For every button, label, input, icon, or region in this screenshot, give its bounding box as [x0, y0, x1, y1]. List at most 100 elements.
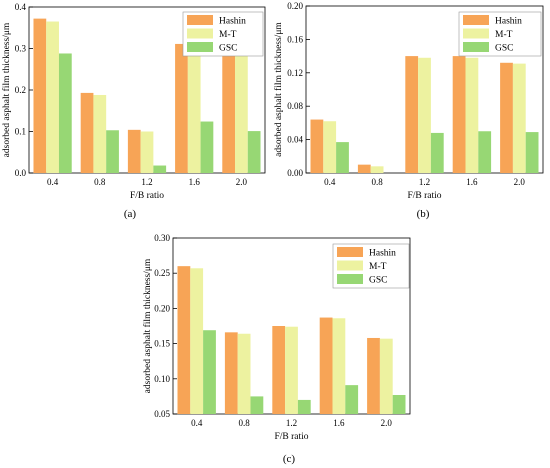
y-tick-label: 0.0	[15, 168, 27, 178]
legend-swatch-m-t	[187, 28, 213, 39]
bar-m-t-0-4	[323, 121, 337, 173]
bar-gsc-1-6	[478, 131, 492, 173]
bar-hashin-2-0	[500, 62, 513, 173]
x-tick-label: 2.0	[381, 418, 393, 428]
bar-gsc-1-6	[200, 121, 214, 173]
bar-m-t-0-8	[93, 94, 107, 173]
y-tick-label: 0.20	[154, 303, 170, 313]
bar-m-t-0-4	[46, 21, 59, 174]
x-axis-title: F/B ratio	[274, 432, 308, 442]
bar-hashin-0-4	[33, 18, 47, 174]
x-axis-title: F/B ratio	[130, 191, 164, 201]
bar-m-t-0-8	[370, 166, 384, 173]
y-tick-label: 0.04	[287, 135, 303, 145]
x-tick-label: 1.2	[141, 177, 152, 187]
y-tick-label: 0.25	[154, 268, 170, 278]
y-tick-label: 0.12	[287, 68, 303, 78]
bar-hashin-1-2	[405, 56, 419, 173]
bar-hashin-1-6	[452, 56, 466, 173]
y-tick-label: 0.00	[287, 168, 303, 178]
x-tick-label: 2.0	[236, 177, 248, 187]
y-axis-title: adsorbed asphalt film thickness/μm	[1, 22, 12, 157]
bar-gsc-0-8	[250, 396, 264, 414]
bar-m-t-2-0	[379, 338, 393, 414]
bar-hashin-1-6	[175, 43, 188, 174]
y-tick-label: 0.20	[287, 1, 303, 11]
legend-swatch-gsc	[337, 274, 363, 284]
y-tick-label: 0.08	[287, 101, 303, 111]
bar-hashin-0-8	[357, 164, 371, 173]
panel-label: (b)	[417, 208, 430, 220]
bar-m-t-1-6	[187, 45, 201, 173]
legend-label: GSC	[219, 44, 237, 54]
x-tick-label: 1.2	[419, 177, 430, 187]
legend-label: M-T	[495, 30, 513, 40]
legend-swatch-hashin	[187, 15, 213, 25]
bar-hashin-0-8	[224, 332, 238, 414]
x-tick-label: 0.8	[371, 177, 383, 187]
panel-label: (c)	[283, 453, 296, 465]
legend-swatch-hashin	[337, 247, 363, 257]
y-tick-label: 0.2	[15, 85, 26, 95]
legend-swatch-hashin	[463, 15, 489, 25]
legend-swatch-gsc	[187, 42, 213, 52]
bar-hashin-1-2	[127, 129, 141, 173]
legend-swatch-gsc	[463, 42, 489, 52]
bar-m-t-1-2	[285, 326, 298, 414]
x-tick-label: 0.8	[238, 418, 250, 428]
x-tick-label: 0.4	[47, 177, 59, 187]
chart-panel-b: 0.00 0.04 0.08 0.12 0.16 0.20 0.4 0.8 1.2 1.6 2.0 F…	[273, 1, 544, 220]
legend-swatch-m-t	[337, 260, 363, 271]
bar-m-t-2-0	[235, 55, 248, 173]
y-axis-title: adsorbed asphalt film thickness/μm	[273, 22, 284, 157]
x-tick-label: 0.8	[94, 177, 106, 187]
bar-m-t-1-6	[465, 57, 479, 173]
legend-label: Hashin	[369, 249, 396, 259]
bar-m-t-0-8	[237, 333, 251, 414]
bar-hashin-0-4	[177, 266, 191, 414]
bar-hashin-2-0	[367, 337, 380, 414]
legend-label: GSC	[369, 276, 387, 286]
x-tick-label: 0.4	[324, 177, 336, 187]
bar-gsc-2-0	[392, 394, 406, 414]
x-axis-title: F/B ratio	[407, 191, 441, 201]
y-tick-label: 0.16	[287, 34, 303, 44]
legend-label: Hashin	[219, 17, 246, 27]
bar-m-t-0-4	[190, 268, 204, 414]
y-tick-label: 0.4	[15, 2, 27, 12]
legend-label: Hashin	[495, 17, 522, 27]
bar-hashin-1-6	[319, 317, 333, 414]
x-tick-label: 1.6	[466, 177, 478, 187]
bar-gsc-1-2	[153, 165, 167, 173]
y-tick-label: 0.3	[15, 44, 27, 54]
legend-label: M-T	[369, 262, 387, 272]
bar-hashin-1-2	[272, 326, 286, 414]
chart-panel-a: 0.0 0.1 0.2 0.3 0.4 0.4 0.8 1.2 1.6 2.0 F/B ratio a…	[1, 2, 266, 220]
y-tick-label: 0.1	[15, 127, 26, 137]
bar-gsc-1-6	[345, 385, 359, 414]
bar-m-t-2-0	[512, 63, 526, 173]
legend-label: M-T	[219, 30, 237, 40]
bar-m-t-1-6	[332, 318, 346, 414]
legend-label: GSC	[495, 44, 513, 54]
bar-hashin-2-0	[222, 54, 236, 173]
bar-gsc-0-4	[336, 142, 349, 173]
y-tick-label: 0.15	[154, 339, 170, 349]
x-tick-label: 1.2	[286, 418, 297, 428]
x-tick-label: 1.6	[189, 177, 201, 187]
y-axis-title: adsorbed asphalt film thickness/μm	[142, 258, 153, 393]
panel-label: (a)	[124, 208, 137, 220]
bar-gsc-2-0	[247, 131, 261, 173]
chart-panel-c: 0.05 0.10 0.15 0.20 0.25 0.30 0.4 0.8 1.2 1.6 2.0 F…	[142, 233, 411, 465]
y-tick-label: 0.30	[154, 233, 170, 243]
bar-hashin-0-4	[310, 119, 324, 173]
bar-gsc-2-0	[525, 132, 539, 173]
x-tick-label: 0.4	[191, 418, 203, 428]
x-tick-label: 2.0	[514, 177, 526, 187]
bar-gsc-0-4	[203, 330, 216, 414]
y-tick-label: 0.05	[154, 409, 170, 419]
bar-gsc-0-8	[106, 130, 119, 173]
legend-swatch-m-t	[463, 28, 489, 39]
bar-gsc-1-2	[297, 399, 311, 414]
